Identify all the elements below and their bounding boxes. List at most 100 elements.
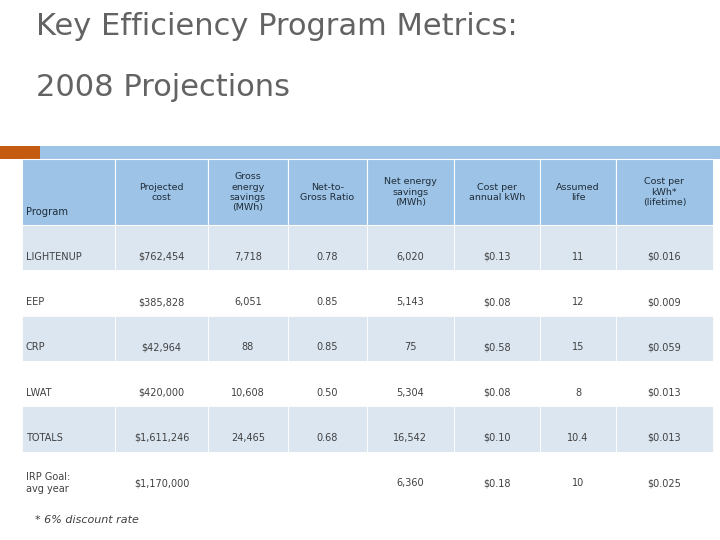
Bar [616, 361, 713, 406]
Text: $0.58: $0.58 [483, 342, 510, 353]
Bar [22, 159, 115, 225]
Text: Cost per
annual kWh: Cost per annual kWh [469, 183, 525, 202]
Bar [288, 225, 367, 271]
Text: 10.4: 10.4 [567, 433, 589, 443]
Bar [115, 316, 208, 361]
Bar [540, 406, 616, 451]
Text: $420,000: $420,000 [138, 388, 184, 397]
Text: Projected
cost: Projected cost [139, 183, 184, 202]
Bar [454, 316, 540, 361]
Text: 15: 15 [572, 342, 584, 353]
Bar [0, 146, 40, 159]
Text: LIGHTENUP: LIGHTENUP [26, 252, 81, 262]
Bar [22, 316, 115, 361]
Bar [208, 406, 288, 451]
Text: 10: 10 [572, 478, 584, 488]
Text: Assumed
life: Assumed life [557, 183, 600, 202]
Bar [367, 225, 454, 271]
Text: $0.013: $0.013 [647, 388, 681, 397]
Text: $0.016: $0.016 [647, 252, 681, 262]
Bar [22, 225, 115, 271]
Text: 0.78: 0.78 [317, 252, 338, 262]
Bar [288, 451, 367, 497]
Text: $0.08: $0.08 [483, 297, 510, 307]
Bar [115, 159, 208, 225]
Text: 10,608: 10,608 [231, 388, 265, 397]
Bar [208, 451, 288, 497]
Bar [115, 451, 208, 497]
Text: 0.85: 0.85 [317, 342, 338, 353]
Text: $0.013: $0.013 [647, 433, 681, 443]
Text: 24,465: 24,465 [231, 433, 265, 443]
Bar [367, 159, 454, 225]
Text: 0.85: 0.85 [317, 297, 338, 307]
Text: 5,143: 5,143 [397, 297, 424, 307]
Text: Key Efficiency Program Metrics:: Key Efficiency Program Metrics: [36, 12, 518, 40]
Bar [288, 406, 367, 451]
Bar [367, 316, 454, 361]
Bar [454, 451, 540, 497]
Bar [616, 271, 713, 316]
Text: $385,828: $385,828 [138, 297, 185, 307]
Text: LWAT: LWAT [26, 388, 51, 397]
Bar [115, 361, 208, 406]
Text: $0.08: $0.08 [483, 388, 510, 397]
Bar [288, 159, 367, 225]
Text: $0.13: $0.13 [483, 252, 510, 262]
Bar [288, 316, 367, 361]
Bar [208, 225, 288, 271]
Bar [616, 451, 713, 497]
Text: $0.059: $0.059 [647, 342, 681, 353]
Bar [367, 361, 454, 406]
Bar [616, 225, 713, 271]
Text: CRP: CRP [26, 342, 45, 353]
Text: Net energy
savings
(MWh): Net energy savings (MWh) [384, 177, 437, 207]
Text: 6,360: 6,360 [397, 478, 424, 488]
Text: Cost per
kWh*
(lifetime): Cost per kWh* (lifetime) [643, 177, 686, 207]
Text: TOTALS: TOTALS [26, 433, 63, 443]
Bar [540, 361, 616, 406]
Bar [454, 225, 540, 271]
Text: $0.025: $0.025 [647, 478, 681, 488]
Text: 5,304: 5,304 [397, 388, 424, 397]
Bar [454, 159, 540, 225]
Bar [616, 159, 713, 225]
Bar [208, 361, 288, 406]
Bar [454, 361, 540, 406]
Text: 11: 11 [572, 252, 584, 262]
Bar [208, 271, 288, 316]
Bar [208, 316, 288, 361]
Bar [22, 271, 115, 316]
Bar [540, 451, 616, 497]
Bar [367, 406, 454, 451]
Bar [115, 271, 208, 316]
Bar [616, 406, 713, 451]
Text: $0.10: $0.10 [483, 433, 510, 443]
Bar [367, 451, 454, 497]
Text: 16,542: 16,542 [393, 433, 428, 443]
Text: 7,718: 7,718 [234, 252, 262, 262]
Bar [616, 316, 713, 361]
Text: 8: 8 [575, 388, 581, 397]
Text: 6,051: 6,051 [234, 297, 262, 307]
Bar [540, 316, 616, 361]
Bar [115, 406, 208, 451]
Bar [208, 159, 288, 225]
Bar [540, 159, 616, 225]
Bar [540, 271, 616, 316]
Text: * 6% discount rate: * 6% discount rate [35, 515, 139, 525]
Text: Gross
energy
savings
(MWh): Gross energy savings (MWh) [230, 172, 266, 212]
Bar [22, 361, 115, 406]
Bar [22, 406, 115, 451]
Text: 88: 88 [242, 342, 254, 353]
Text: 0.50: 0.50 [317, 388, 338, 397]
Bar [22, 451, 115, 497]
Text: EEP: EEP [26, 297, 44, 307]
Bar [288, 361, 367, 406]
Text: 0.68: 0.68 [317, 433, 338, 443]
Bar [115, 225, 208, 271]
Bar [540, 225, 616, 271]
Text: 6,020: 6,020 [397, 252, 424, 262]
Text: $762,454: $762,454 [138, 252, 185, 262]
Text: IRP Goal:
avg year: IRP Goal: avg year [26, 472, 70, 494]
